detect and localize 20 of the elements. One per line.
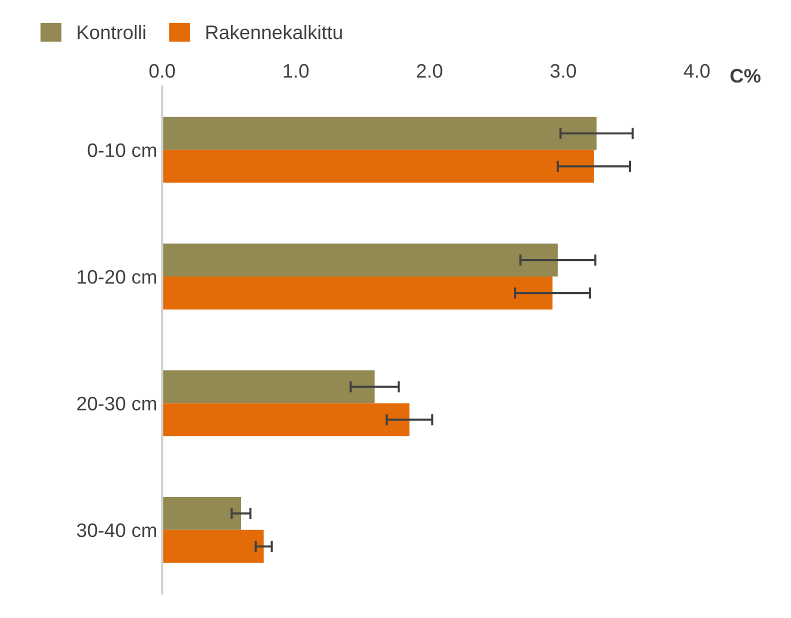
y-tick-label: 10-20 cm <box>78 270 156 284</box>
bar <box>162 403 410 436</box>
legend-label: Rakennekalkittu <box>206 24 342 40</box>
x-tick-label: 3.0 <box>550 64 576 78</box>
legend-label: Kontrolli <box>78 24 146 40</box>
bar <box>162 530 264 563</box>
bar <box>162 244 558 277</box>
y-tick-label: 0-10 cm <box>88 143 156 158</box>
x-axis-title: C% <box>730 68 761 83</box>
x-tick-label: 1.0 <box>284 64 309 78</box>
y-tick-label: 30-40 cm <box>76 523 156 538</box>
bar <box>162 276 552 310</box>
x-tick-label: 4.0 <box>684 64 710 78</box>
bar <box>162 116 597 150</box>
y-tick-label: 20-30 cm <box>77 396 156 410</box>
bar <box>162 150 594 183</box>
bar <box>162 496 242 530</box>
bar <box>162 370 375 404</box>
x-tick-label: 0.0 <box>149 64 175 78</box>
x-tick-label: 2.0 <box>416 64 442 78</box>
